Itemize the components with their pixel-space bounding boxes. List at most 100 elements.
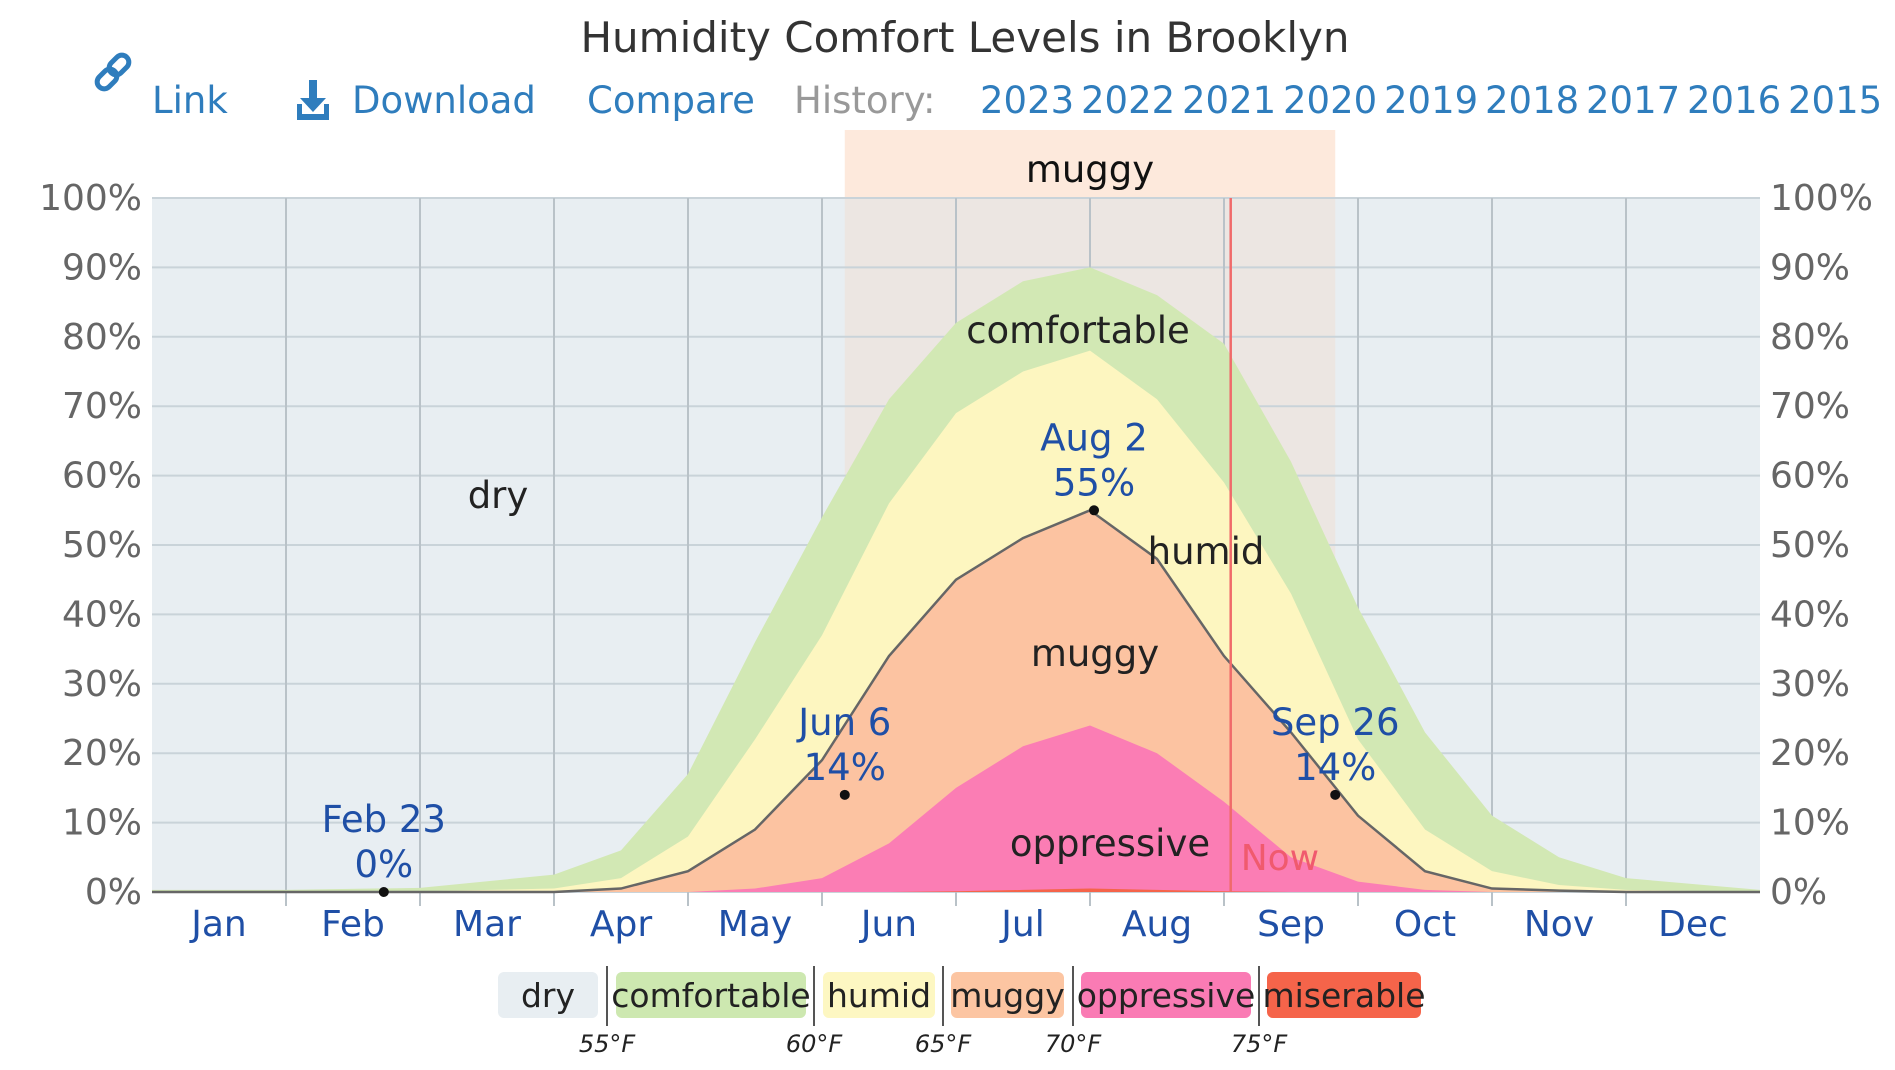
annotation-dot <box>378 887 389 897</box>
annotation-date: Feb 23 <box>322 798 446 841</box>
y-tick-left: 80% <box>62 317 142 358</box>
legend-swatch-oppressive <box>1081 972 1251 1018</box>
y-tick-left: 0% <box>85 872 142 913</box>
history-year-2020[interactable]: 2020 <box>1283 79 1377 122</box>
download-label: Download <box>352 79 536 122</box>
x-tick-may: May <box>718 904 792 945</box>
y-tick-left: 30% <box>62 664 142 705</box>
y-tick-right: 40% <box>1770 594 1850 635</box>
x-tick-jun: Jun <box>859 904 917 945</box>
annotation-date: Aug 2 <box>1040 416 1148 459</box>
highlight-label: muggy <box>1026 148 1154 191</box>
area-miserable <box>152 888 1760 892</box>
y-tick-left: 10% <box>62 803 142 844</box>
x-tick-dec: Dec <box>1658 904 1728 945</box>
now-marker: Now <box>1229 198 1319 892</box>
y-tick-right: 0% <box>1770 872 1827 913</box>
area-oppressive <box>152 725 1760 892</box>
x-tick-jan: Jan <box>189 904 247 945</box>
legend-swatch-dry <box>498 972 598 1018</box>
y-tick-left: 100% <box>39 178 142 219</box>
y-tick-left: 70% <box>62 386 142 427</box>
annotation-dot <box>1089 505 1100 516</box>
legend-swatch-miserable <box>1267 972 1421 1018</box>
legend-label-miserable: miserable <box>1262 976 1425 1015</box>
legend-temp: 70°F <box>1045 1030 1103 1058</box>
highlight-header <box>844 130 1336 198</box>
legend-label-muggy: muggy <box>950 976 1065 1015</box>
history-year-2023[interactable]: 2023 <box>980 79 1074 122</box>
legend-swatch-humid <box>823 972 935 1018</box>
band-label-oppressive: oppressive <box>1010 822 1210 865</box>
link-button[interactable]: Link <box>94 52 228 122</box>
history-year-2022[interactable]: 2022 <box>1081 79 1175 122</box>
legend-label-humid: humid <box>827 976 931 1015</box>
history-year-2015[interactable]: 2015 <box>1788 79 1882 122</box>
area-muggy <box>152 510 1760 892</box>
y-tick-right: 20% <box>1770 733 1850 774</box>
y-tick-left: 20% <box>62 733 142 774</box>
download-icon <box>297 80 329 120</box>
y-tick-right: 10% <box>1770 803 1850 844</box>
y-tick-right: 60% <box>1770 456 1850 497</box>
link-icon <box>94 52 132 92</box>
y-tick-left: 50% <box>62 525 142 566</box>
band-label-muggy: muggy <box>1031 632 1159 675</box>
y-tick-right: 80% <box>1770 317 1850 358</box>
annotation-value: 14% <box>1294 746 1376 789</box>
x-tick-sep: Sep <box>1257 904 1325 945</box>
y-tick-right: 50% <box>1770 525 1850 566</box>
annotation-dot <box>839 789 850 800</box>
x-tick-oct: Oct <box>1394 904 1456 945</box>
x-tick-mar: Mar <box>453 904 521 945</box>
annotation-date: Jun 6 <box>796 701 891 744</box>
x-axis: Jan Feb Mar Apr May Jun Jul Aug Sep Oct Nov Dec <box>189 904 1728 945</box>
x-tick-apr: Apr <box>590 904 652 945</box>
compare-link[interactable]: Compare <box>587 79 755 122</box>
y-axis: 0% 0% 10% 10% 20% 20% 30% 30% 40% 40% 50% 50% 60% 60%… <box>39 178 1873 913</box>
x-tick-aug: Aug <box>1122 904 1192 945</box>
muggy-outline <box>152 508 1760 894</box>
history-year-2019[interactable]: 2019 <box>1384 79 1478 122</box>
band-label-dry: dry <box>468 474 529 517</box>
legend-temp: 60°F <box>786 1030 844 1058</box>
legend-temp: 55°F <box>579 1030 637 1058</box>
series-areas <box>152 267 1760 894</box>
y-tick-right: 70% <box>1770 386 1850 427</box>
history-years: 2023 2022 2021 2020 2019 2018 2017 2016 2015 <box>980 79 1882 122</box>
band-label-comfortable: comfortable <box>966 309 1190 352</box>
x-tick-feb: Feb <box>321 904 385 945</box>
history-year-2021[interactable]: 2021 <box>1182 79 1276 122</box>
y-tick-left: 40% <box>62 594 142 635</box>
y-tick-left: 90% <box>62 247 142 288</box>
history-label: History: <box>794 79 935 122</box>
legend-label-oppressive: oppressive <box>1077 976 1256 1015</box>
link-label: Link <box>152 79 228 122</box>
annotation-value: 55% <box>1053 461 1135 504</box>
x-tick-jul: Jul <box>999 904 1044 945</box>
history-year-2018[interactable]: 2018 <box>1485 79 1579 122</box>
history-year-2016[interactable]: 2016 <box>1687 79 1781 122</box>
annotation-date: Sep 26 <box>1271 701 1400 744</box>
legend-temp: 75°F <box>1231 1030 1289 1058</box>
history-year-2017[interactable]: 2017 <box>1586 79 1680 122</box>
y-tick-right: 100% <box>1770 178 1873 219</box>
now-label: Now <box>1241 838 1319 879</box>
legend-swatch-muggy <box>951 972 1064 1018</box>
legend-swatch-comfortable <box>616 972 806 1018</box>
download-button[interactable]: Download <box>297 79 536 122</box>
chart-title: Humidity Comfort Levels in Brooklyn <box>580 13 1349 62</box>
legend-temp: 65°F <box>915 1030 973 1058</box>
legend-label-dry: dry <box>521 976 575 1015</box>
legend-label-comfortable: comfortable <box>611 976 810 1015</box>
annotation-value: 0% <box>354 843 413 886</box>
annotation-value: 14% <box>804 746 886 789</box>
y-tick-right: 30% <box>1770 664 1850 705</box>
band-label-humid: humid <box>1148 530 1265 573</box>
annotation-dot <box>1330 789 1341 800</box>
x-tick-nov: Nov <box>1524 904 1594 945</box>
legend: dry comfortable humid muggy oppressive misera… <box>498 966 1426 1058</box>
y-tick-left: 60% <box>62 456 142 497</box>
